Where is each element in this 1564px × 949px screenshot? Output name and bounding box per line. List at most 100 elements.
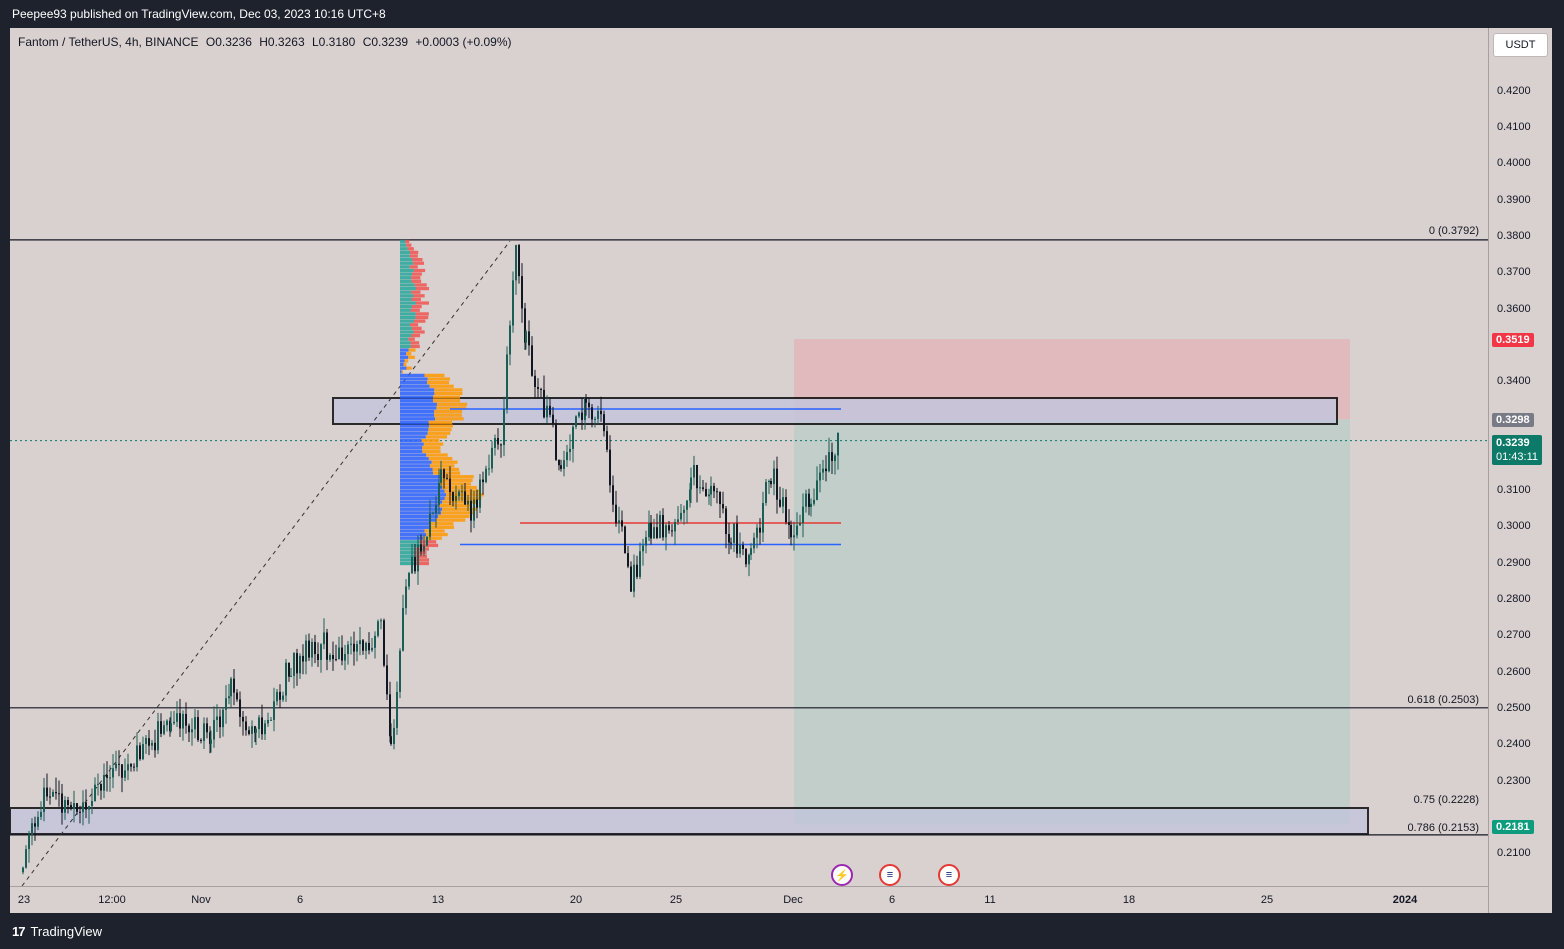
candle-body xyxy=(282,696,284,700)
volume-profile-row xyxy=(411,309,420,312)
candle-body xyxy=(163,725,165,734)
volume-profile-row xyxy=(400,363,403,366)
candle-body xyxy=(420,544,422,551)
symbol-name[interactable]: Fantom / TetherUS, 4h, BINANCE xyxy=(18,35,199,49)
candle-body xyxy=(802,507,804,523)
candle-body xyxy=(67,800,69,805)
candle-body xyxy=(575,416,577,426)
candle-body xyxy=(531,345,533,375)
volume-profile-row xyxy=(427,381,449,384)
candle-body xyxy=(509,325,511,354)
volume-profile-row xyxy=(400,479,440,482)
time-tick: 25 xyxy=(670,894,682,906)
ohlc-high: H0.3263 xyxy=(259,35,304,49)
candle-body xyxy=(825,469,827,471)
lightning-icon[interactable]: ⚡ xyxy=(831,864,853,886)
candle-body xyxy=(219,717,221,728)
tradingview-brand[interactable]: 17 TradingView xyxy=(12,924,102,939)
candle-body xyxy=(708,494,710,496)
candle-body xyxy=(359,640,361,644)
candle-body xyxy=(630,566,632,591)
candle-body xyxy=(624,527,626,554)
volume-profile-row xyxy=(400,352,406,355)
us-flag-icon[interactable]: ≡ xyxy=(879,864,901,886)
time-tick: 2024 xyxy=(1393,894,1417,906)
candle-body xyxy=(728,534,730,542)
ohlc-open: O0.3236 xyxy=(206,35,252,49)
volume-profile-row xyxy=(400,432,428,435)
candle-body xyxy=(341,648,343,661)
price-tick: 0.3000 xyxy=(1497,520,1531,532)
candle-body xyxy=(170,723,172,731)
volume-profile-row xyxy=(440,479,473,482)
volume-profile-row xyxy=(416,316,429,319)
candle-body xyxy=(299,656,301,673)
price-tick: 0.4200 xyxy=(1497,85,1531,97)
candle-body xyxy=(426,537,428,546)
volume-profile-row xyxy=(400,269,414,272)
candle-body xyxy=(302,656,304,662)
brand-name: TradingView xyxy=(30,924,102,939)
candle-body xyxy=(822,469,824,473)
volume-profile-row xyxy=(411,334,420,337)
candle-body xyxy=(473,500,475,521)
candle-body xyxy=(25,849,27,868)
candle-body xyxy=(828,452,830,471)
volume-profile-row xyxy=(400,316,416,319)
candle-body xyxy=(103,775,105,791)
volume-profile-row xyxy=(410,323,418,326)
volume-profile-row xyxy=(400,319,414,322)
volume-profile-row xyxy=(400,312,416,315)
price-tick: 0.2800 xyxy=(1497,593,1531,605)
candle-body xyxy=(770,481,772,484)
price-tick: 0.3900 xyxy=(1497,194,1531,206)
time-tick: 20 xyxy=(570,894,582,906)
fib-level-label: 0.618 (0.2503) xyxy=(1407,694,1479,706)
candle-body xyxy=(296,653,298,673)
candle-body xyxy=(350,644,352,645)
chart-area[interactable] xyxy=(10,28,1551,913)
ohlc-low: L0.3180 xyxy=(312,35,355,49)
candle-body xyxy=(386,665,388,694)
us-flag-icon[interactable]: ≡ xyxy=(938,864,960,886)
candle-body xyxy=(383,620,385,665)
price-tick: 0.2300 xyxy=(1497,775,1531,787)
time-tick: 18 xyxy=(1123,894,1135,906)
bar-countdown: 01:43:11 xyxy=(1496,450,1538,464)
candle-body xyxy=(222,710,224,727)
candle-body xyxy=(452,492,454,501)
candle-body xyxy=(46,788,48,797)
volume-profile-row xyxy=(416,287,429,290)
candle-body xyxy=(543,390,545,417)
volume-profile-row xyxy=(400,468,433,471)
volume-profile-row xyxy=(405,359,409,362)
candle-body xyxy=(668,525,670,530)
price-tick: 0.3600 xyxy=(1497,303,1531,315)
volume-profile-row xyxy=(433,395,460,398)
currency-button[interactable]: USDT xyxy=(1493,33,1548,57)
candle-body xyxy=(722,504,724,508)
candle-body xyxy=(216,717,218,720)
candle-body xyxy=(606,431,608,450)
candle-body xyxy=(432,513,434,514)
volume-profile-row xyxy=(400,330,414,333)
volume-profile-row xyxy=(400,453,426,456)
price-tick: 0.4100 xyxy=(1497,121,1531,133)
volume-profile-row xyxy=(428,428,451,431)
volume-profile-row xyxy=(416,301,429,304)
volume-profile-row xyxy=(400,287,416,290)
price-chart[interactable] xyxy=(10,28,1551,913)
stop-loss-price-label: 0.3519 xyxy=(1492,333,1534,347)
candle-body xyxy=(677,519,679,522)
candle-body xyxy=(680,513,682,519)
volume-profile-row xyxy=(400,461,432,464)
volume-profile-row xyxy=(424,374,444,377)
candle-body xyxy=(440,469,442,483)
candle-body xyxy=(40,812,42,817)
volume-profile-row xyxy=(400,323,410,326)
candle-body xyxy=(636,565,638,577)
volume-profile-row xyxy=(425,529,445,532)
time-tick: 23 xyxy=(18,894,30,906)
candle-body xyxy=(756,528,758,538)
candle-body xyxy=(578,413,580,417)
